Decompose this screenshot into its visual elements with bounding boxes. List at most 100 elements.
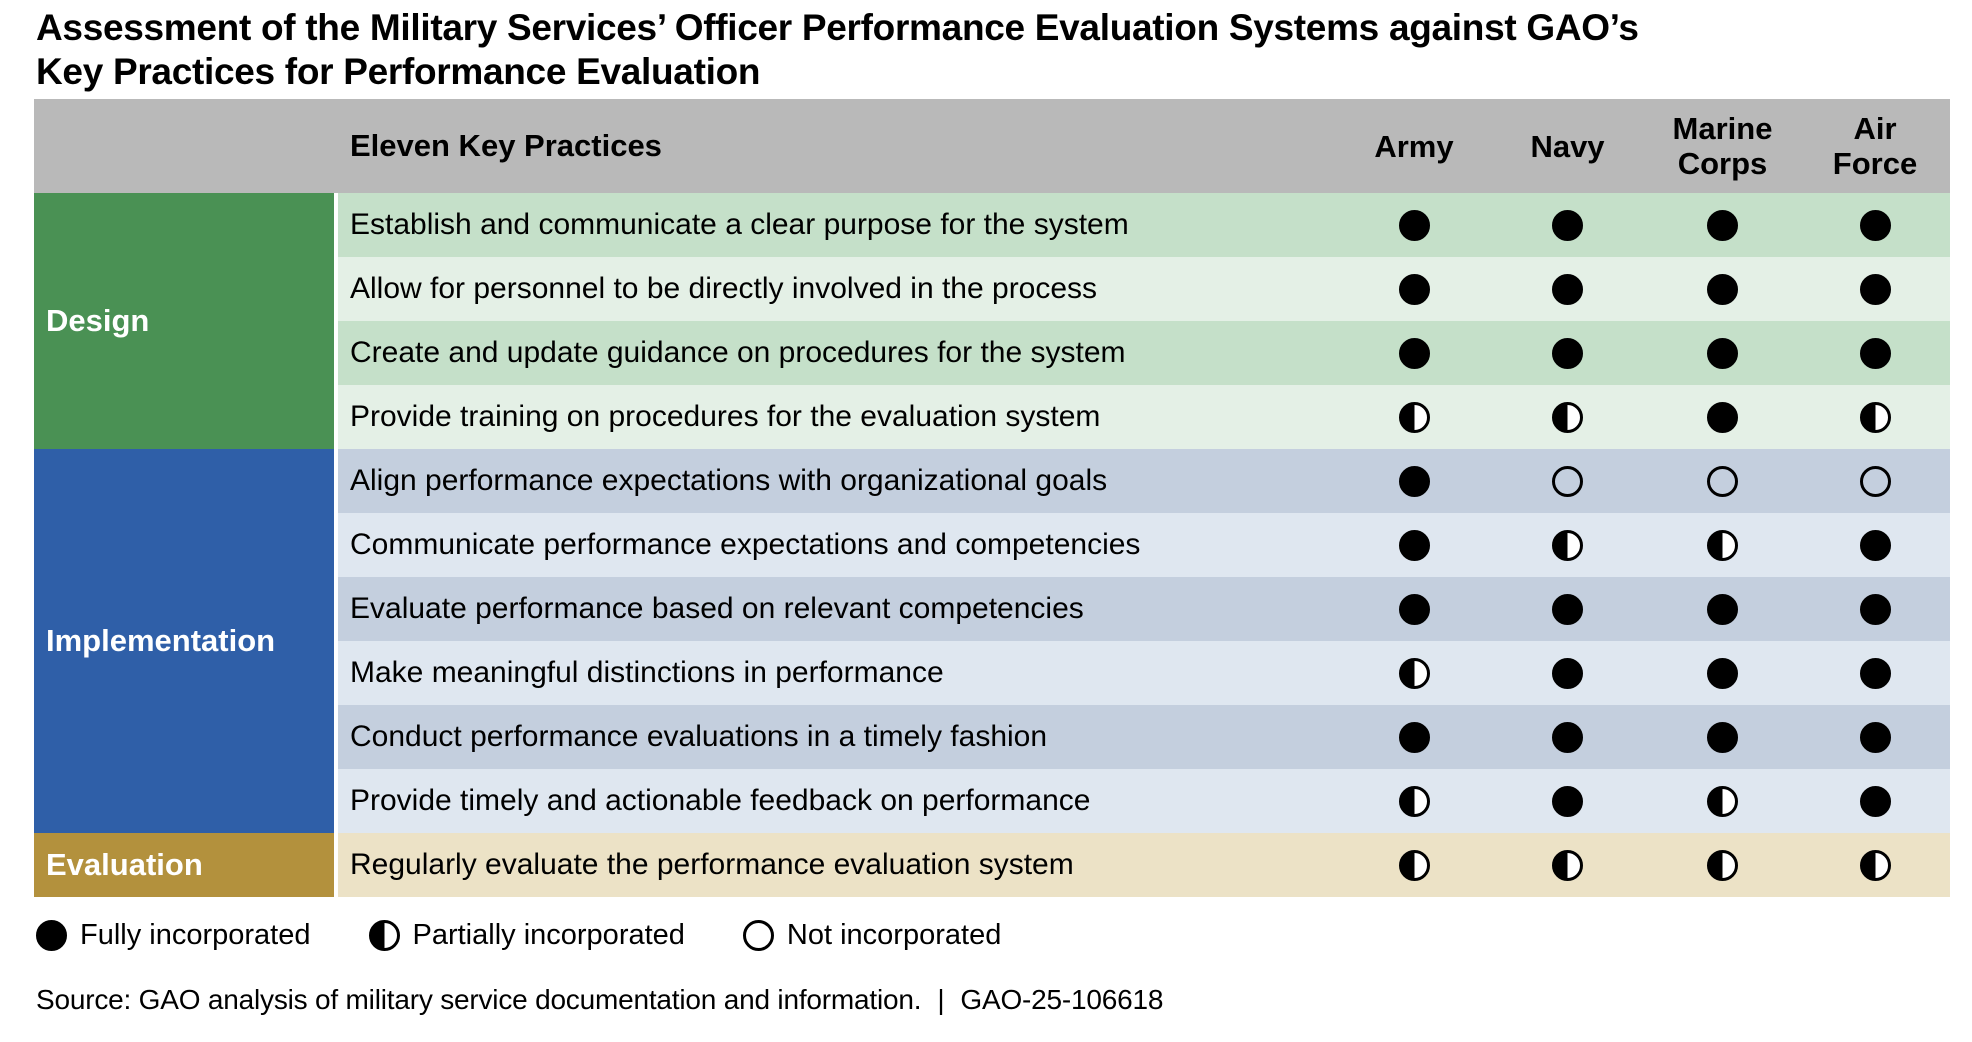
rating-icon [1707,337,1738,369]
assessment-table: Eleven Key Practices Army Navy Marine Co… [34,99,1950,897]
rating-icon [1552,337,1583,369]
rating-cell-army [1338,705,1490,769]
rating-icon [1859,465,1891,497]
legend-item-not: Not incorporated [742,919,1002,952]
rating-icon [1859,273,1891,305]
rating-cell-air-force [1800,769,1950,833]
legend-item-fully: Fully incorporated [36,919,311,952]
rating-cell-marine-corps [1645,513,1800,577]
rating-cell-army [1338,193,1490,257]
table-header-row: Eleven Key Practices Army Navy Marine Co… [34,99,1950,193]
rating-cell-army [1338,257,1490,321]
category-column: Design Implementation Evaluation [34,193,338,897]
rating-icon [1398,721,1430,753]
section-implementation: Implementation [34,449,338,833]
rating-icon [1707,209,1738,241]
practice-label: Align performance expectations with orga… [350,464,1108,497]
rating-cell-marine-corps [1645,833,1800,897]
rating-cell-air-force [1800,705,1950,769]
section-evaluation: Evaluation [34,833,338,897]
rating-cell-marine-corps [1645,769,1800,833]
fully-incorporated-icon [36,920,67,951]
rating-icon [1707,593,1738,625]
figure-title-line-2: Key Practices for Performance Evaluation [36,51,761,92]
rating-cell-marine-corps [1645,577,1800,641]
rating-cell-army [1338,321,1490,385]
rating-icon [1707,657,1738,689]
figure-title-line-1: Assessment of the Military Services’ Off… [36,7,1639,48]
rating-icon [1859,337,1891,369]
table-row: Evaluate performance based on relevant c… [338,577,1950,641]
header-practices: Eleven Key Practices [350,128,662,163]
rating-icon [1859,721,1891,753]
rating-cell-air-force [1800,193,1950,257]
rating-cell-navy [1490,257,1645,321]
legend-label: Not incorporated [786,919,1002,951]
rating-icon [1552,721,1583,753]
rating-cell-air-force [1800,513,1950,577]
header-army-label: Army [1374,128,1454,164]
table-body: Design Implementation Evaluation Establi… [34,193,1950,897]
rating-icon [1552,593,1583,625]
table-row: Align performance expectations with orga… [338,449,1950,513]
practice-label: Establish and communicate a clear purpos… [350,208,1129,241]
section-design: Design [34,193,338,449]
rating-icon [1552,465,1583,497]
practice-label: Communicate performance expectations and… [350,528,1141,561]
rating-icon [1552,273,1583,305]
figure-title: Assessment of the Military Services’ Off… [36,6,1972,94]
header-navy: Navy [1490,99,1645,193]
rating-cell-navy [1490,641,1645,705]
rating-icon [1707,785,1738,817]
source-line: Source: GAO analysis of military service… [36,984,1972,1016]
rating-cell-navy [1490,449,1645,513]
rating-icon [1552,657,1583,689]
practice-label: Evaluate performance based on relevant c… [350,592,1084,625]
rating-cell-navy [1490,321,1645,385]
rating-icon [1707,721,1738,753]
rating-cell-air-force [1800,321,1950,385]
header-navy-label: Navy [1530,128,1605,164]
rating-cell-navy [1490,385,1645,449]
header-marine-corps: Marine Corps [1645,99,1800,193]
rating-icon [1859,657,1891,689]
header-army: Army [1338,99,1490,193]
practice-label: Allow for personnel to be directly invol… [350,272,1098,305]
not-incorporated-icon [742,920,774,951]
rating-cell-army [1338,513,1490,577]
rating-icon [1859,209,1891,241]
table-row: Make meaningful distinctions in performa… [338,641,1950,705]
rating-cell-marine-corps [1645,193,1800,257]
rating-cell-marine-corps [1645,641,1800,705]
rating-cell-marine-corps [1645,385,1800,449]
table-row: Regularly evaluate the performance evalu… [338,833,1950,897]
rating-icon [1398,849,1430,881]
practice-label: Conduct performance evaluations in a tim… [350,720,1048,753]
rating-icon [1398,337,1430,369]
rating-cell-army [1338,577,1490,641]
header-air-force: Air Force [1800,99,1950,193]
rating-icon [1859,785,1891,817]
rating-cell-army [1338,385,1490,449]
rating-icon [1398,465,1430,497]
rating-cell-army [1338,833,1490,897]
table-row: Establish and communicate a clear purpos… [338,193,1950,257]
table-row: Communicate performance expectations and… [338,513,1950,577]
practice-label: Provide timely and actionable feedback o… [350,784,1091,817]
rating-cell-air-force [1800,833,1950,897]
header-air-force-label: Air Force [1832,111,1918,181]
rating-icon [1707,465,1738,497]
rating-icon [1552,401,1583,433]
rating-icon [1398,401,1430,433]
rating-icon [1398,657,1430,689]
table-row: Allow for personnel to be directly invol… [338,257,1950,321]
rating-icon [1552,785,1583,817]
rating-cell-navy [1490,833,1645,897]
rating-cell-army [1338,769,1490,833]
legend-label: Partially incorporated [412,919,685,951]
rating-cell-marine-corps [1645,449,1800,513]
partially-incorporated-icon [368,920,400,951]
table-row: Provide timely and actionable feedback o… [338,769,1950,833]
practice-label: Make meaningful distinctions in performa… [350,656,944,689]
rating-cell-navy [1490,769,1645,833]
